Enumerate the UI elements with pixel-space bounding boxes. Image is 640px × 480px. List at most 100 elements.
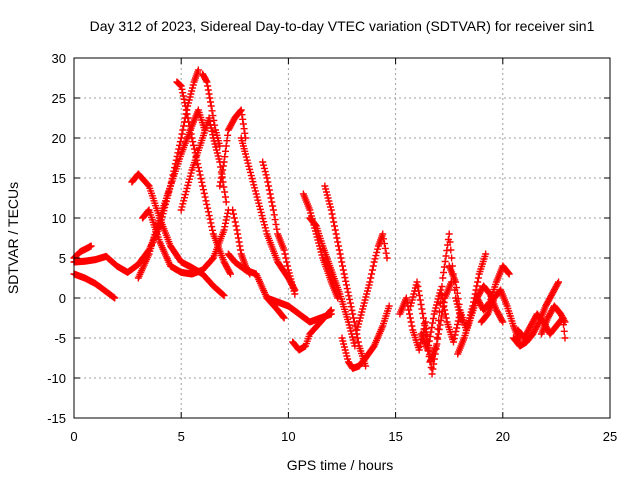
x-tick-label: 0 xyxy=(70,429,77,444)
data-point xyxy=(354,338,362,346)
data-point xyxy=(504,269,512,277)
data-point xyxy=(245,162,253,170)
data-point xyxy=(433,334,441,341)
data-point xyxy=(260,161,268,169)
data-point xyxy=(220,158,228,166)
series-track-12 xyxy=(229,206,254,278)
data-point xyxy=(219,166,227,174)
data-point xyxy=(244,159,252,167)
data-point xyxy=(202,197,210,205)
data-point xyxy=(425,342,433,349)
data-point xyxy=(343,285,351,293)
data-point xyxy=(219,291,227,299)
data-point xyxy=(251,184,259,192)
data-point xyxy=(217,178,225,186)
data-point xyxy=(180,194,188,202)
data-point xyxy=(474,278,482,286)
data-point xyxy=(205,90,213,98)
data-point xyxy=(330,218,338,226)
data-point xyxy=(262,227,270,235)
data-point xyxy=(206,94,214,102)
series-track-17 xyxy=(299,190,342,302)
data-point xyxy=(372,252,380,260)
data-point xyxy=(442,314,450,322)
series-track-15 xyxy=(263,294,335,326)
data-point xyxy=(200,189,208,197)
data-point xyxy=(368,270,376,278)
data-point xyxy=(222,216,230,224)
data-point xyxy=(186,122,194,130)
data-point xyxy=(283,258,291,266)
data-point xyxy=(284,262,292,270)
data-point xyxy=(336,250,344,258)
data-point xyxy=(261,168,269,176)
data-point xyxy=(240,125,248,133)
data-point xyxy=(327,206,335,214)
plot-frame xyxy=(73,57,611,419)
data-point xyxy=(337,254,345,262)
data-point xyxy=(223,213,231,221)
data-point xyxy=(182,106,190,114)
y-tick-label: 0 xyxy=(59,291,66,306)
data-point xyxy=(446,238,454,246)
data-point xyxy=(268,198,276,206)
data-point xyxy=(445,230,453,238)
data-point xyxy=(272,220,280,228)
data-point xyxy=(198,178,206,186)
data-point xyxy=(436,308,444,316)
data-point xyxy=(205,212,213,220)
data-point xyxy=(187,130,195,138)
data-point xyxy=(243,156,251,164)
data-point xyxy=(238,111,246,119)
data-point xyxy=(186,126,194,134)
data-point xyxy=(252,190,260,198)
data-point xyxy=(208,127,216,135)
data-point xyxy=(408,322,416,330)
data-point xyxy=(263,174,271,182)
series-track-03 xyxy=(70,66,202,276)
y-tick-label: -10 xyxy=(47,371,66,386)
data-point xyxy=(346,295,354,303)
data-point xyxy=(425,337,433,345)
data-point xyxy=(230,210,238,218)
series-track-14 xyxy=(259,158,299,298)
data-point xyxy=(185,175,193,183)
data-point xyxy=(429,315,437,322)
data-point xyxy=(208,107,216,115)
data-point xyxy=(248,175,256,183)
data-point xyxy=(435,317,443,324)
data-point xyxy=(561,318,569,326)
data-point xyxy=(260,218,268,226)
series-track-28 xyxy=(477,286,524,346)
data-point xyxy=(180,197,188,205)
data-point xyxy=(421,325,429,333)
data-point xyxy=(181,99,189,107)
series-track-30 xyxy=(514,310,569,342)
data-point xyxy=(438,294,446,302)
data-point xyxy=(455,300,463,308)
data-point xyxy=(203,78,211,86)
data-point xyxy=(197,175,205,183)
data-point xyxy=(196,171,204,179)
data-point xyxy=(430,360,438,368)
data-point xyxy=(184,181,192,189)
data-point xyxy=(231,218,239,226)
data-point xyxy=(370,258,378,266)
data-point xyxy=(438,283,446,290)
y-tick-label: 15 xyxy=(52,171,66,186)
y-tick-label: -5 xyxy=(54,331,66,346)
data-point xyxy=(195,167,203,175)
data-point xyxy=(347,303,355,311)
data-point xyxy=(280,314,288,322)
data-point xyxy=(180,95,188,103)
data-point xyxy=(273,225,281,233)
data-point xyxy=(560,316,568,324)
data-point xyxy=(450,335,458,342)
x-axis-label: GPS time / hours xyxy=(287,457,394,473)
data-point xyxy=(414,283,422,290)
y-tick-label: 25 xyxy=(52,91,66,106)
data-point xyxy=(245,268,253,276)
data-point xyxy=(380,235,388,243)
data-point xyxy=(373,248,381,256)
data-point xyxy=(436,321,444,329)
